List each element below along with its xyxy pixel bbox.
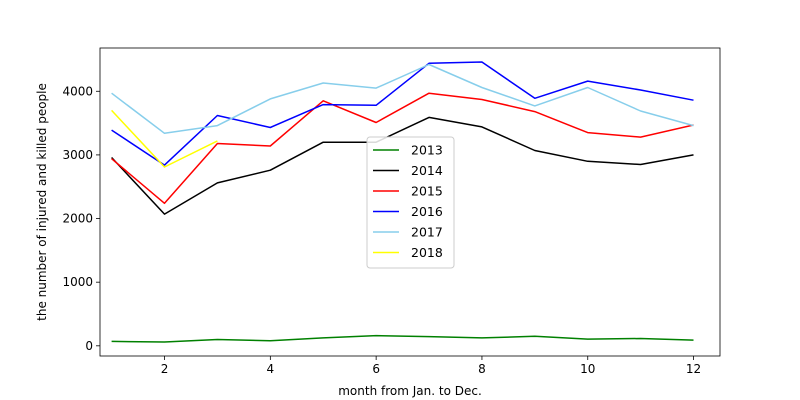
x-tick-label: 12 <box>686 362 701 376</box>
x-tick-label: 4 <box>267 362 275 376</box>
legend-entry: 2016 <box>411 204 443 219</box>
series-line-2017 <box>111 63 694 135</box>
y-tick-label: 2000 <box>62 212 93 226</box>
y-tick-label: 1000 <box>62 275 93 289</box>
series-line-2014 <box>111 116 694 215</box>
series-line-2015 <box>111 92 694 205</box>
series-line-2018 <box>111 109 218 168</box>
series-line-2016 <box>111 61 694 166</box>
plot-lines <box>111 61 694 343</box>
y-axis-label: the number of injured and killed people <box>35 83 49 321</box>
x-tick-label: 6 <box>372 362 380 376</box>
series-line-2013 <box>111 334 694 343</box>
legend-entry: 2015 <box>411 184 443 199</box>
legend-entry: 2017 <box>411 225 443 240</box>
legend-entry: 2018 <box>411 245 443 260</box>
y-tick-label: 3000 <box>62 148 93 162</box>
legend: 2013 2014 2015 2016 2017 2018 <box>366 136 455 269</box>
x-tick-label: 2 <box>161 362 169 376</box>
x-axis-label: month from Jan. to Dec. <box>338 384 482 398</box>
plot-frame <box>99 47 721 357</box>
x-tick-label: 8 <box>478 362 486 376</box>
x-tick-label: 10 <box>580 362 595 376</box>
legend-entry: 2014 <box>411 163 443 178</box>
y-axis: 0 1000 2000 3000 4000 <box>62 84 100 353</box>
y-tick-label: 4000 <box>62 84 93 98</box>
legend-entry: 2013 <box>411 143 443 158</box>
x-axis: 2 4 6 8 10 12 <box>161 356 701 376</box>
y-tick-label: 0 <box>85 339 93 353</box>
